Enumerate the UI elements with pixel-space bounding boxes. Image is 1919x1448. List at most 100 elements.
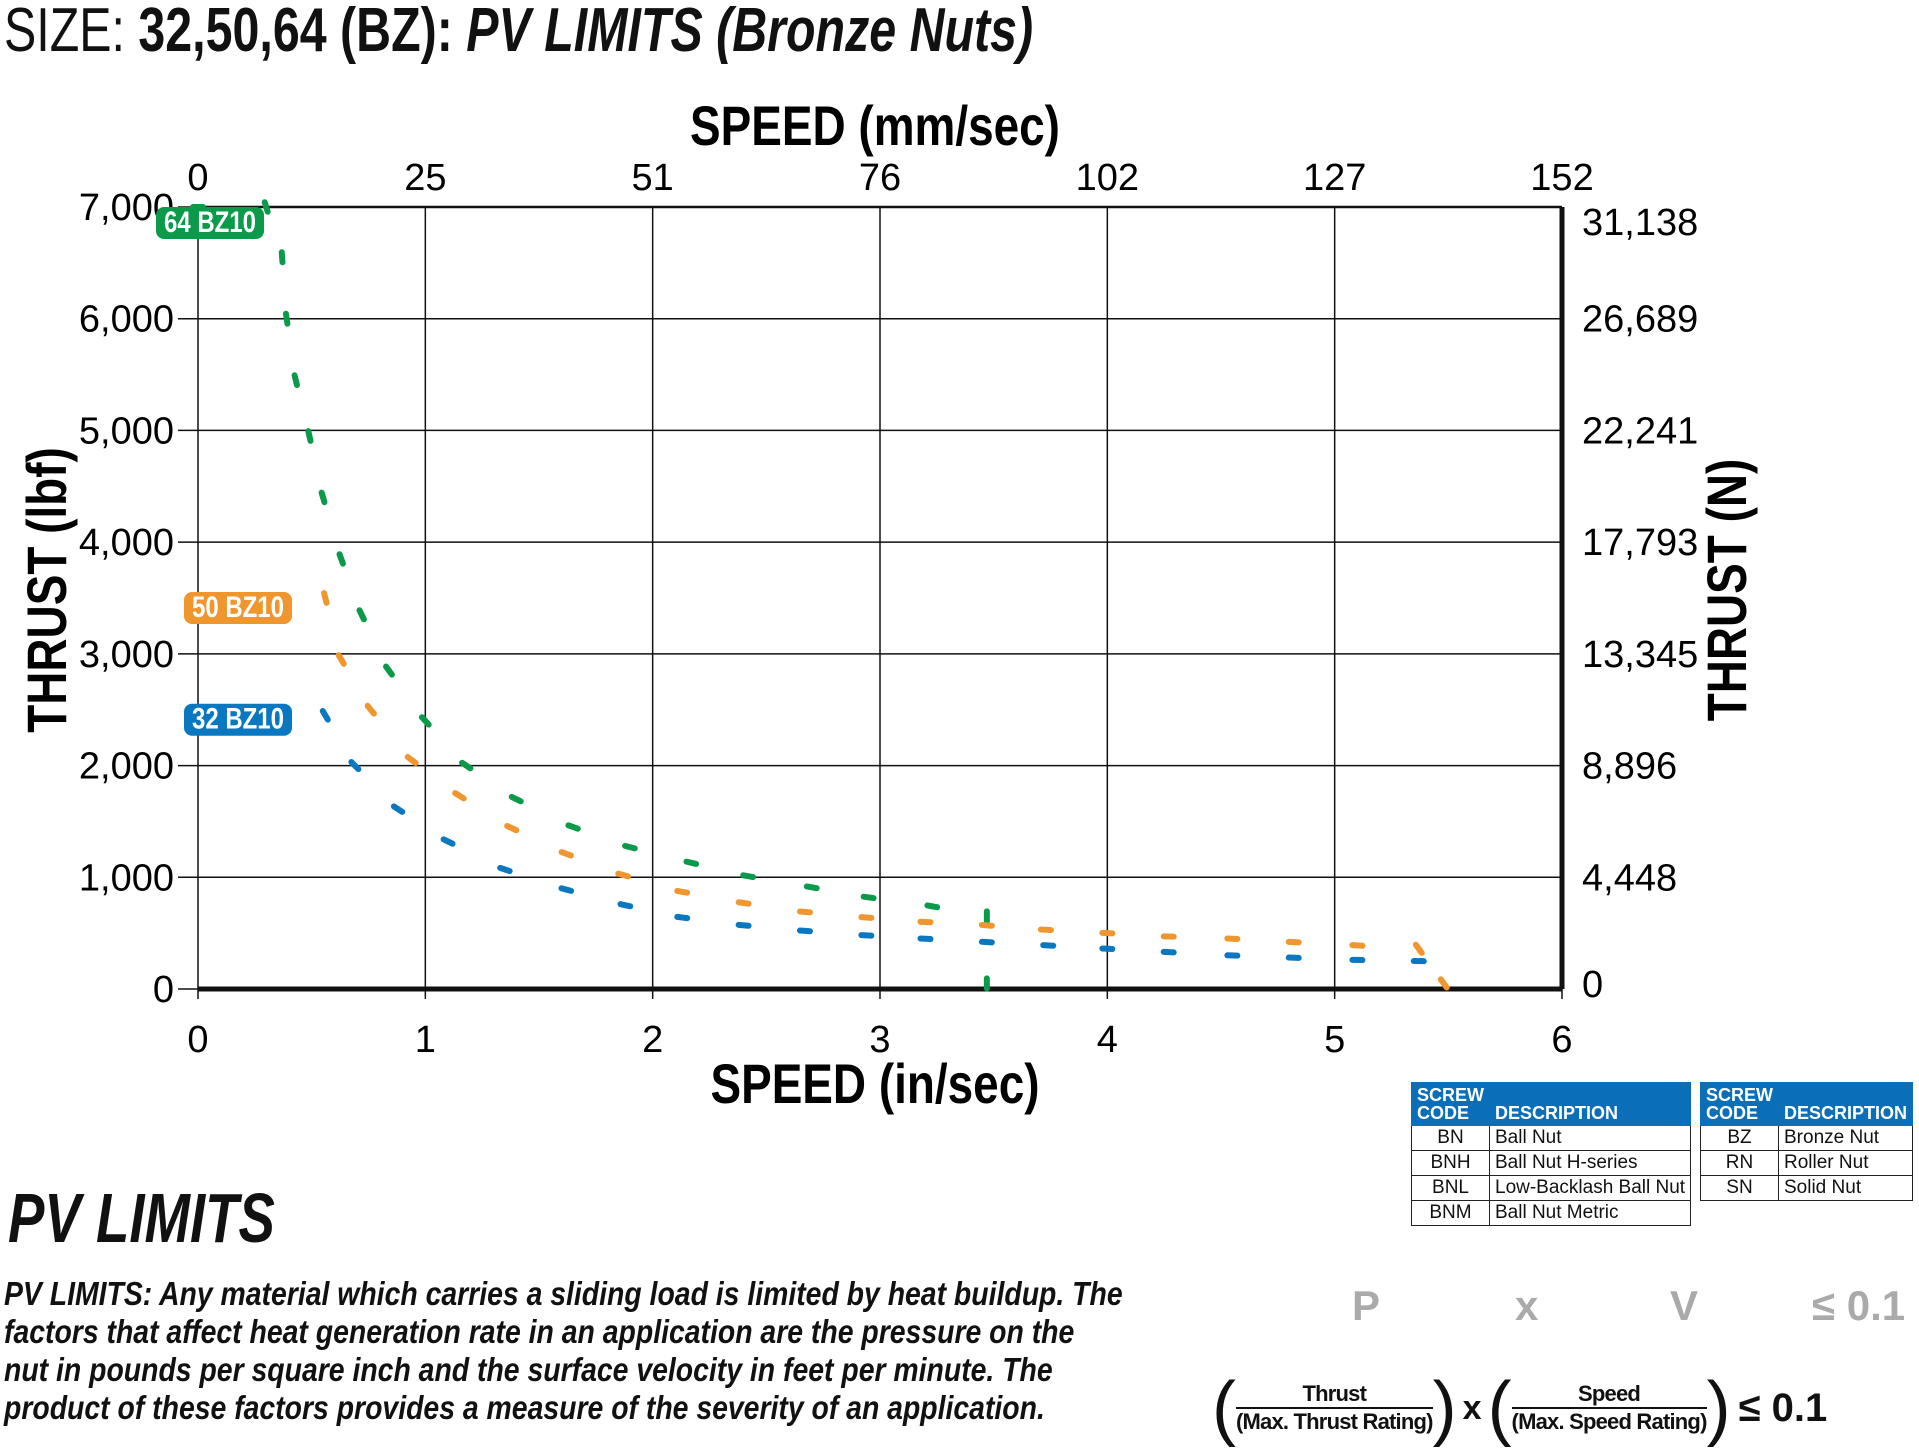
data-point-50-bz10	[1285, 938, 1302, 946]
table-row: BNH Ball Nut H-series	[1411, 1150, 1692, 1176]
data-point-64-bz10	[860, 893, 877, 902]
header-description: DESCRIPTION	[1488, 1082, 1692, 1126]
y2-tick-label: 0	[1582, 964, 1603, 1006]
x-tick-label: 5	[1324, 1019, 1345, 1061]
series-label-badge	[184, 592, 292, 624]
data-point-64-bz10	[291, 372, 300, 389]
data-point-50-bz10	[1037, 926, 1054, 934]
data-point-32-bz10	[1099, 945, 1116, 953]
y2-tick-label: 31,138	[1582, 202, 1698, 244]
data-point-64-bz10	[261, 199, 271, 215]
data-point-50-bz10	[797, 908, 813, 916]
cell-code: BN	[1411, 1125, 1490, 1151]
numerator: Speed	[1511, 1381, 1707, 1409]
data-point-32-bz10	[497, 864, 513, 875]
y2-tick-label: 22,241	[1582, 410, 1698, 452]
y2-tick-label: 4,448	[1582, 857, 1677, 899]
data-point-50-bz10	[364, 702, 377, 717]
data-point-32-bz10	[674, 913, 691, 922]
x-tick-label: 2	[642, 1019, 663, 1061]
x-tick-label: 4	[1097, 1019, 1118, 1061]
page-title: SIZE: 32,50,64 (BZ): PV LIMITS (Bronze N…	[4, 0, 1323, 66]
data-point-50-bz10	[1437, 976, 1450, 991]
data-point-50-bz10	[335, 652, 347, 667]
data-point-32-bz10	[917, 935, 934, 943]
data-point-50-bz10	[452, 790, 467, 802]
cell-desc: Ball Nut Metric	[1488, 1200, 1692, 1226]
times: x	[1462, 1388, 1482, 1427]
data-point-32-bz10	[796, 927, 813, 935]
y-tick-label: 3,000	[79, 634, 174, 676]
pv-line: nut in pounds per square inch and the su…	[4, 1351, 1053, 1388]
x2-tick-label: 0	[187, 157, 208, 199]
x-axis-label: SPEED (in/sec)	[710, 1053, 1039, 1115]
data-point-50-bz10	[321, 590, 330, 606]
data-point-64-bz10	[683, 858, 700, 867]
data-point-64-bz10	[282, 310, 291, 327]
table-row: RN Roller Nut	[1700, 1150, 1914, 1176]
data-point-64-bz10	[305, 428, 314, 444]
y-tick-label: 0	[153, 969, 174, 1011]
data-point-32-bz10	[735, 921, 752, 929]
data-point-64-bz10	[459, 759, 474, 772]
y-tick-label: 1,000	[79, 857, 174, 899]
top-axis-label: SPEED (mm/sec)	[690, 95, 1060, 157]
series-label-badge	[156, 207, 264, 239]
data-point-64-bz10	[418, 714, 432, 728]
open-paren: (	[1487, 1368, 1512, 1448]
data-point-64-bz10	[318, 489, 328, 506]
data-point-64-bz10	[336, 551, 346, 567]
close-paren: )	[1706, 1368, 1731, 1448]
header-code: SCREW CODE	[1700, 1082, 1779, 1126]
table-row: SN Solid Nut	[1700, 1175, 1914, 1201]
table-row: BNM Ball Nut Metric	[1411, 1200, 1692, 1226]
x-tick-label: 3	[869, 1019, 890, 1061]
pv-line: product of these factors provides a meas…	[4, 1389, 1045, 1426]
y-tick-label: 4,000	[79, 522, 174, 564]
data-point-64-bz10	[278, 249, 286, 266]
y2-tick-label: 13,345	[1582, 634, 1698, 676]
data-point-64-bz10	[924, 902, 941, 911]
header-description: DESCRIPTION	[1777, 1082, 1914, 1126]
cell-code: SN	[1700, 1175, 1779, 1201]
y2-tick-label: 26,689	[1582, 299, 1698, 341]
y2-tick-label: 8,896	[1582, 746, 1677, 788]
x2-tick-label: 76	[859, 157, 901, 199]
cell-code: RN	[1700, 1150, 1779, 1176]
pv-description: PV LIMITS: Any material which carries a …	[4, 1275, 1224, 1427]
formula-expanded: ( Thrust (Max. Thrust Rating) ) x ( Speed…	[1212, 1372, 1916, 1444]
formula-le-bold: ≤ 0.1	[1738, 1385, 1828, 1430]
data-point-50-bz10	[615, 870, 631, 880]
data-point-50-bz10	[1099, 929, 1116, 937]
data-point-50-bz10	[404, 753, 419, 766]
x2-tick-label: 152	[1530, 157, 1593, 199]
fraction-thrust: Thrust (Max. Thrust Rating)	[1235, 1381, 1433, 1435]
title-name: PV LIMITS (Bronze Nuts)	[466, 0, 1034, 65]
x2-tick-label: 25	[404, 157, 446, 199]
data-point-32-bz10	[978, 938, 995, 946]
y-tick-label: 5,000	[79, 410, 174, 452]
data-point-32-bz10	[348, 759, 362, 773]
formula-x: x	[1515, 1282, 1539, 1329]
data-point-64-bz10	[508, 793, 524, 805]
y-axis-label: THRUST (lbf)	[16, 447, 78, 733]
series-label: 64 BZ10	[164, 204, 256, 238]
y-tick-label: 2,000	[79, 746, 174, 788]
cell-desc: Ball Nut	[1488, 1125, 1692, 1151]
x2-tick-label: 51	[632, 157, 674, 199]
cell-desc: Bronze Nut	[1777, 1125, 1914, 1151]
data-point-50-bz10	[858, 914, 875, 921]
data-point-64-bz10	[356, 607, 367, 623]
data-point-50-bz10	[1412, 941, 1425, 956]
x2-tick-label: 102	[1076, 157, 1139, 199]
data-point-64-bz10	[383, 663, 395, 678]
data-point-50-bz10	[504, 823, 520, 834]
data-point-64-bz10	[622, 842, 638, 852]
data-point-64-bz10	[803, 883, 820, 892]
header-code: SCREW CODE	[1411, 1082, 1490, 1126]
x2-tick-label: 127	[1303, 157, 1366, 199]
pv-line: factors that affect heat generation rate…	[4, 1313, 1075, 1350]
data-point-50-bz10	[674, 887, 691, 896]
formula-p: P	[1352, 1282, 1381, 1329]
pv-line: PV LIMITS: Any material which carries a …	[4, 1275, 1123, 1312]
